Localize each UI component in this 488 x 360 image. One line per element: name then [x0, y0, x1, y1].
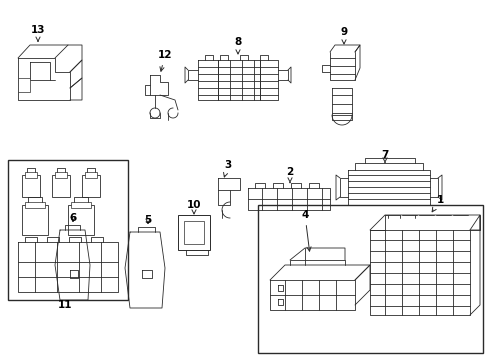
- Text: 6: 6: [69, 213, 77, 223]
- Bar: [8, 160, 128, 300]
- Text: 2: 2: [286, 167, 293, 183]
- Bar: [55, 172, 67, 178]
- Bar: [82, 175, 100, 197]
- Text: 9: 9: [340, 27, 347, 44]
- Bar: [71, 202, 91, 208]
- Text: 3: 3: [223, 160, 231, 177]
- Text: 5: 5: [144, 215, 151, 225]
- Bar: [183, 221, 203, 244]
- Text: 8: 8: [234, 37, 241, 54]
- Bar: [258, 205, 482, 353]
- Text: 4: 4: [301, 210, 310, 251]
- Bar: [25, 172, 37, 178]
- Bar: [25, 202, 45, 208]
- Text: 7: 7: [381, 150, 388, 163]
- Bar: [85, 172, 97, 178]
- Bar: [178, 215, 209, 250]
- Text: 11: 11: [58, 300, 72, 310]
- Text: 1: 1: [431, 195, 443, 212]
- Text: 10: 10: [186, 200, 201, 214]
- Text: 13: 13: [31, 25, 45, 41]
- Bar: [52, 175, 70, 197]
- Bar: [22, 175, 40, 197]
- Bar: [18, 78, 30, 92]
- Bar: [22, 205, 48, 235]
- Text: 12: 12: [158, 50, 172, 71]
- Bar: [68, 205, 94, 235]
